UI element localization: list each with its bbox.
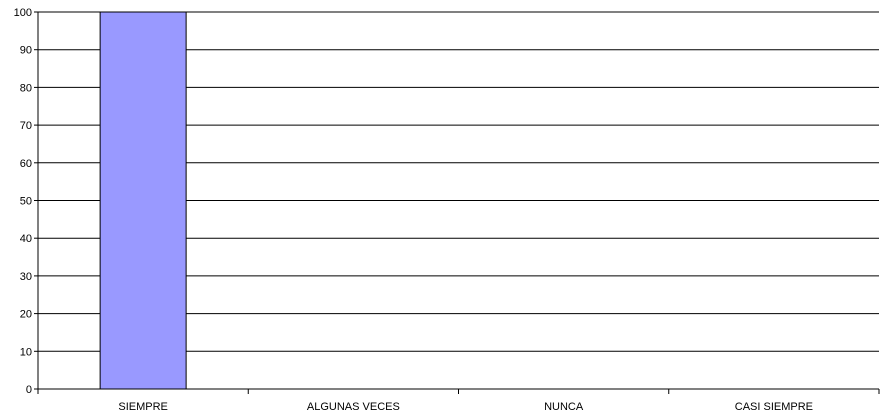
y-tick-label: 10 xyxy=(20,346,32,358)
y-tick-label: 30 xyxy=(20,271,32,283)
y-tick-label: 90 xyxy=(20,45,32,57)
y-tick-label: 60 xyxy=(20,158,32,170)
y-tick-label: 100 xyxy=(14,7,32,19)
x-category-label: SIEMPRE xyxy=(118,401,168,413)
y-tick-label: 20 xyxy=(20,309,32,321)
y-tick-label: 70 xyxy=(20,120,32,132)
x-category-label: ALGUNAS VECES xyxy=(307,401,400,413)
x-category-label: NUNCA xyxy=(544,401,584,413)
bar xyxy=(99,11,187,390)
bars xyxy=(99,11,187,390)
x-axis-ticks: SIEMPRE ALGUNAS VECES NUNCA CASI SIEMPRE xyxy=(37,389,880,413)
y-tick-label: 40 xyxy=(20,233,32,245)
y-tick-label: 80 xyxy=(20,82,32,94)
x-category-label: CASI SIEMPRE xyxy=(735,401,813,413)
y-tick-label: 0 xyxy=(26,384,32,396)
y-axis-ticks: 0 10 20 30 40 50 60 70 80 90 100 xyxy=(14,7,38,396)
y-tick-label: 50 xyxy=(20,196,32,208)
